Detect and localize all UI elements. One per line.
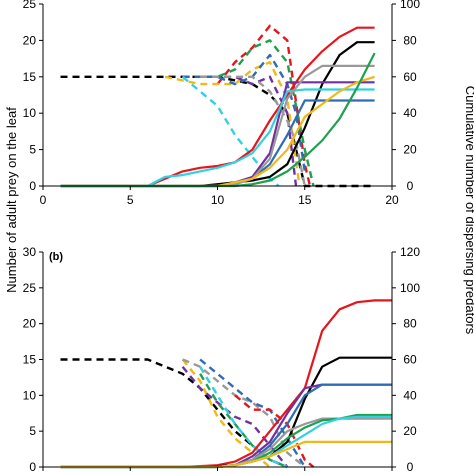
- panel-b-right-tick-label: 80: [403, 317, 417, 331]
- panel-a-right-tick-label: 0: [407, 179, 414, 193]
- panel-b-left-tick-label: 5: [29, 424, 36, 438]
- panel-b-right-tick-label: 40: [403, 388, 417, 402]
- panel-a-prey-line-5: [182, 53, 306, 172]
- panel-a-predator-line-8: [60, 52, 376, 188]
- panel-a-left-tick-label: 5: [29, 143, 36, 157]
- panel-b-prey-line-3: [181, 365, 289, 468]
- panel-a-left-tick-label: 10: [23, 106, 37, 120]
- panel-a-predator-line-1: [60, 26, 375, 188]
- panel-a-right-tick-label: 100: [400, 0, 420, 11]
- panel-b-predator-line-4: [60, 383, 392, 469]
- panel-b-right-tick-label: 0: [407, 460, 414, 474]
- panel-b: 0 5 10 15 20 25 30 0 20 40 60 80 100 120 (b): [23, 245, 421, 474]
- panel-a-prey-line-7: [181, 75, 280, 187]
- panel-b-predator-line-3: [60, 383, 392, 469]
- panel-a-right-tick-label: 80: [403, 33, 417, 47]
- panel-a-predator-line-5: [60, 99, 375, 188]
- panel-a-left-tick-label: 20: [23, 33, 37, 47]
- panel-b-prey-line-2: [181, 358, 271, 468]
- panel-b-right-tick-label: 20: [403, 424, 417, 438]
- panel-b-right-tick-label: 100: [400, 281, 420, 295]
- panel-a-prey-line-8: [200, 75, 306, 187]
- panel-a-prey-lines: [60, 24, 375, 188]
- panel-a-prey-line-1: [60, 75, 375, 188]
- panel-b-left-tick-label: 25: [23, 281, 37, 295]
- panel-a-right-tick-label: 20: [403, 143, 417, 157]
- panel-b-left-tick-label: 15: [23, 353, 37, 367]
- left-axis-label: Number of adult prey on the leaf: [4, 107, 19, 293]
- panel-a: 0 5 10 15 20 25 0 20 40 60 80 100 0 5 10 15 20: [23, 0, 421, 207]
- panel-b-left-tick-label: 10: [23, 388, 37, 402]
- panel-b-right-tick-label: 60: [403, 353, 417, 367]
- panel-a-predator-line-2: [60, 41, 375, 188]
- panel-b-predator-line-2: [60, 356, 392, 469]
- panel-a-x-tick-label: 5: [127, 193, 134, 207]
- panel-b-axes: 0 5 10 15 20 25 30 0 20 40 60 80 100 120 (b): [23, 245, 421, 474]
- panel-a-predator-line-4: [60, 88, 375, 188]
- panel-a-right-tick-label: 60: [403, 70, 417, 84]
- panel-a-axes: 0 5 10 15 20 25 0 20 40 60 80 100 0 5 10 15 20: [23, 0, 421, 207]
- panel-a-prey-line-3: [182, 39, 315, 187]
- right-axis-label: Cumulative number of dispersing predator…: [463, 86, 474, 335]
- panel-a-left-tick-label: 15: [23, 70, 37, 84]
- panel-b-prey-line-6: [234, 394, 315, 468]
- panel-a-x-tick-label: 20: [385, 193, 399, 207]
- panel-b-label: (b): [49, 251, 63, 263]
- panel-a-predator-line-7: [60, 75, 375, 188]
- panel-a-prey-line-2: [216, 24, 312, 187]
- panel-b-left-tick-label: 0: [29, 460, 36, 474]
- panel-a-left-tick-label: 0: [29, 179, 36, 193]
- panel-b-right-tick-label: 120: [400, 245, 420, 259]
- panel-a-x-tick-label: 0: [40, 193, 47, 207]
- panel-b-left-tick-label: 30: [23, 245, 37, 259]
- panel-a-predator-lines: [60, 26, 376, 188]
- panel-a-right-tick-label: 40: [403, 106, 417, 120]
- panel-a-x-tick-label: 15: [298, 193, 312, 207]
- panel-b-prey-line-8: [199, 366, 288, 469]
- panel-b-predator-lines: [60, 299, 392, 469]
- panel-a-left-tick-label: 25: [23, 0, 37, 11]
- panel-a-x-tick-label: 10: [211, 193, 225, 207]
- panel-b-left-tick-label: 20: [23, 317, 37, 331]
